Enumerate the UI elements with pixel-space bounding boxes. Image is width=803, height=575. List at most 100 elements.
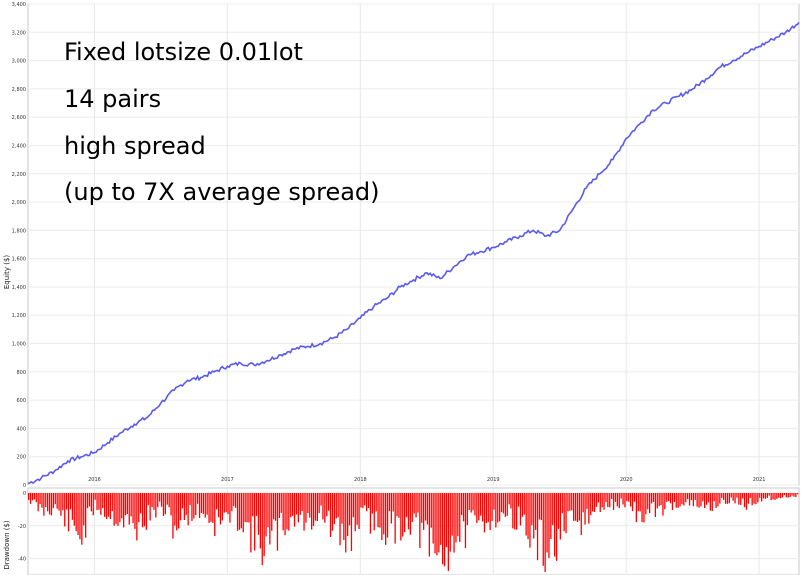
drawdown-bar <box>301 493 303 511</box>
drawdown-bar <box>181 493 184 509</box>
drawdown-bar <box>618 493 620 509</box>
drawdown-bar <box>388 493 391 512</box>
drawdown-bar <box>510 493 512 509</box>
drawdown-bar <box>533 493 535 539</box>
drawdown-bar <box>130 493 132 517</box>
drawdown-bar <box>86 493 89 509</box>
drawdown-bar <box>208 493 210 523</box>
equity-x-tick: 2020 <box>620 477 633 483</box>
drawdown-bar <box>453 493 455 553</box>
drawdown-bar <box>204 493 206 518</box>
drawdown-bar <box>654 493 656 517</box>
drawdown-bar <box>673 493 675 502</box>
drawdown-bar <box>434 493 436 554</box>
drawdown-bar <box>33 493 35 500</box>
drawdown-bar <box>140 493 142 514</box>
drawdown-bar <box>759 493 761 498</box>
drawdown-bar <box>502 493 505 514</box>
drawdown-bar <box>233 493 235 507</box>
drawdown-bar <box>440 493 442 545</box>
drawdown-bar <box>421 493 423 523</box>
drawdown-bar <box>719 493 721 504</box>
drawdown-bar <box>474 493 476 516</box>
drawdown-bar <box>369 493 372 534</box>
drawdown-bar <box>278 493 280 518</box>
drawdown-bar <box>360 493 362 508</box>
drawdown-bar <box>506 493 508 516</box>
equity-x-tick: 2018 <box>354 477 367 483</box>
drawdown-bar <box>54 493 56 505</box>
drawdown-bar <box>611 493 613 499</box>
drawdown-bar <box>620 493 622 499</box>
drawdown-bar <box>423 493 425 530</box>
drawdown-bar <box>443 493 446 567</box>
equity-y-tick: 2,800 <box>12 87 26 93</box>
equity-y-tick: 0 <box>23 483 26 489</box>
drawdown-bar <box>438 493 440 553</box>
drawdown-bar <box>157 493 159 508</box>
drawdown-bar <box>124 493 127 516</box>
equity-y-tick: 1,400 <box>12 285 26 291</box>
drawdown-bar <box>762 493 765 499</box>
drawdown-bar <box>200 493 203 513</box>
drawdown-bar <box>73 493 75 526</box>
drawdown-bar <box>698 493 700 508</box>
drawdown-bar <box>85 493 87 538</box>
drawdown-bar <box>345 493 347 553</box>
drawdown-bar <box>77 493 79 535</box>
drawdown-bar <box>187 493 189 526</box>
drawdown-bar <box>335 493 337 519</box>
drawdown-bar <box>630 493 632 507</box>
drawdown-bar <box>548 493 550 559</box>
drawdown-bar <box>497 493 499 523</box>
drawdown-bar <box>576 493 579 522</box>
drawdown-bar <box>690 493 693 501</box>
equity-x-tick: 2017 <box>221 477 234 483</box>
equity-x-tick: 2016 <box>88 477 101 483</box>
drawdown-bar <box>554 493 556 557</box>
equity-y-tick-labels: 0 200 400 600 800 1,000 1,200 1,400 1,600 1,800 2,… <box>12 2 26 489</box>
drawdown-bar <box>778 493 780 498</box>
drawdown-bar <box>292 493 294 516</box>
drawdown-bar <box>176 493 178 531</box>
drawdown-bar <box>324 493 326 523</box>
drawdown-bar <box>231 493 233 512</box>
drawdown-bar <box>614 493 617 502</box>
drawdown-bar <box>734 493 736 504</box>
drawdown-bar <box>37 493 39 512</box>
drawdown-bar <box>254 493 256 551</box>
drawdown-bar <box>375 493 377 512</box>
drawdown-bar <box>381 493 383 540</box>
drawdown-bar <box>405 493 408 518</box>
drawdown-bar <box>449 493 451 552</box>
drawdown-y-tick: -20 <box>18 524 26 530</box>
drawdown-bar <box>652 493 655 502</box>
drawdown-bar <box>480 493 482 516</box>
drawdown-bar <box>757 493 759 503</box>
drawdown-bar <box>160 493 163 507</box>
drawdown-bar <box>705 493 708 505</box>
drawdown-bar <box>90 493 92 512</box>
drawdown-bar <box>81 493 83 545</box>
drawdown-bar <box>407 493 410 530</box>
drawdown-bar <box>259 493 261 549</box>
drawdown-bar <box>195 493 197 515</box>
drawdown-bar <box>580 493 582 536</box>
drawdown-bar <box>274 493 277 521</box>
drawdown-bar <box>314 493 317 521</box>
drawdown-bar <box>761 493 763 502</box>
drawdown-bar <box>715 493 717 508</box>
drawdown-bar <box>143 493 146 527</box>
drawdown-bar <box>312 493 315 526</box>
drawdown-bar <box>687 493 689 500</box>
drawdown-bar <box>326 493 328 517</box>
drawdown-bar <box>660 493 662 505</box>
drawdown-bar <box>248 493 250 523</box>
drawdown-bar <box>411 493 413 522</box>
drawdown-bar <box>98 493 100 510</box>
drawdown-bar <box>578 493 580 521</box>
equity-y-tick: 1,600 <box>12 257 26 263</box>
drawdown-bar <box>590 493 592 516</box>
drawdown-bar <box>29 493 32 504</box>
drawdown-bar <box>683 493 685 506</box>
